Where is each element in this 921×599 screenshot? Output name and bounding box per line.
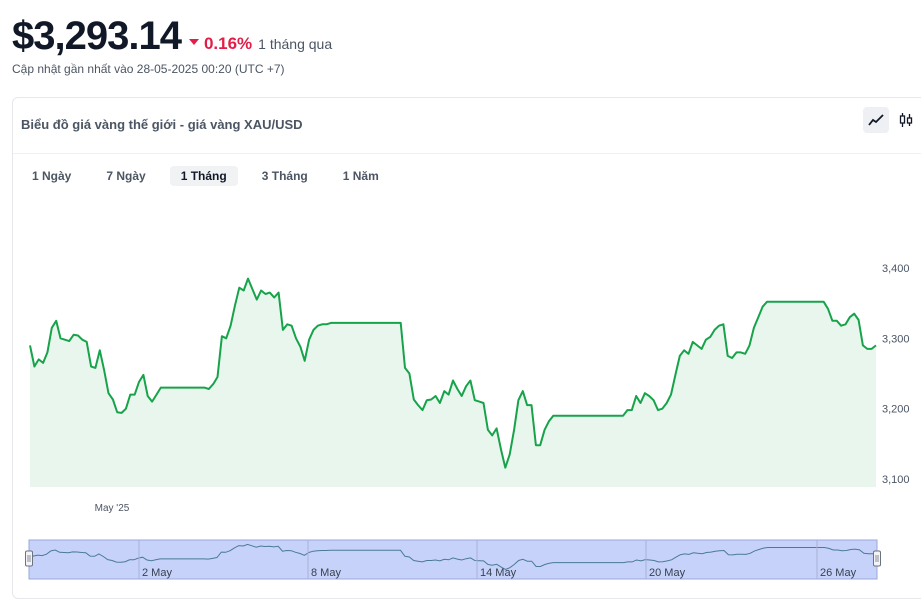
navigator-date-label: 8 May [311, 567, 341, 579]
navigator-date-label: 2 May [142, 567, 172, 579]
y-tick-label: 3,200 [882, 404, 910, 416]
candlestick-view-button[interactable] [893, 107, 919, 133]
navigator-date-label: 14 May [480, 567, 517, 579]
tab-7-days[interactable]: 7 Ngày [106, 169, 146, 183]
price-change: 0.16% 1 tháng qua [188, 34, 333, 54]
navigator-date-label: 20 May [649, 567, 686, 579]
current-price: $3,293.14 [12, 14, 182, 58]
y-tick-label: 3,400 [882, 263, 910, 275]
navigator-selection [28, 539, 878, 580]
candlestick-icon [899, 113, 913, 127]
x-axis-label: May '25 [95, 503, 130, 514]
change-period: 1 tháng qua [258, 36, 333, 52]
chart-view-toggle [863, 107, 919, 133]
range-tabs: 1 Ngày 7 Ngày 1 Tháng 3 Tháng 1 Năm [21, 166, 403, 186]
tab-3-months[interactable]: 3 Tháng [261, 169, 308, 183]
line-view-button[interactable] [863, 107, 889, 133]
navigator-handle-right[interactable] [873, 550, 881, 567]
y-axis: 3,400 3,300 3,200 3,100 [882, 263, 910, 486]
tab-1-month[interactable]: 1 Tháng [169, 166, 238, 186]
y-tick-label: 3,300 [882, 333, 910, 345]
last-updated: Cập nhật gần nhất vào 28-05-2025 00:20 (… [12, 62, 285, 76]
change-percent: 0.16% [203, 34, 253, 53]
price-line [29, 277, 877, 469]
caret-down-icon [188, 39, 199, 45]
card-header: Biểu đồ giá vàng thế giới - giá vàng XAU… [13, 98, 921, 154]
chart-title: Biểu đồ giá vàng thế giới - giá vàng XAU… [21, 117, 303, 132]
range-navigator[interactable]: 2 May 8 May 14 May 20 May 26 May [25, 539, 881, 580]
navigator-date-label: 26 May [820, 567, 857, 579]
tab-1-day[interactable]: 1 Ngày [32, 169, 72, 183]
main-plot [29, 277, 877, 487]
line-chart-icon [868, 114, 884, 126]
tab-1-year[interactable]: 1 Năm [342, 169, 379, 183]
price-summary: $3,293.14 0.16% 1 tháng qua [12, 14, 332, 59]
navigator-line [28, 543, 878, 571]
y-tick-label: 3,100 [882, 474, 910, 486]
navigator-handle-left[interactable] [25, 550, 33, 567]
